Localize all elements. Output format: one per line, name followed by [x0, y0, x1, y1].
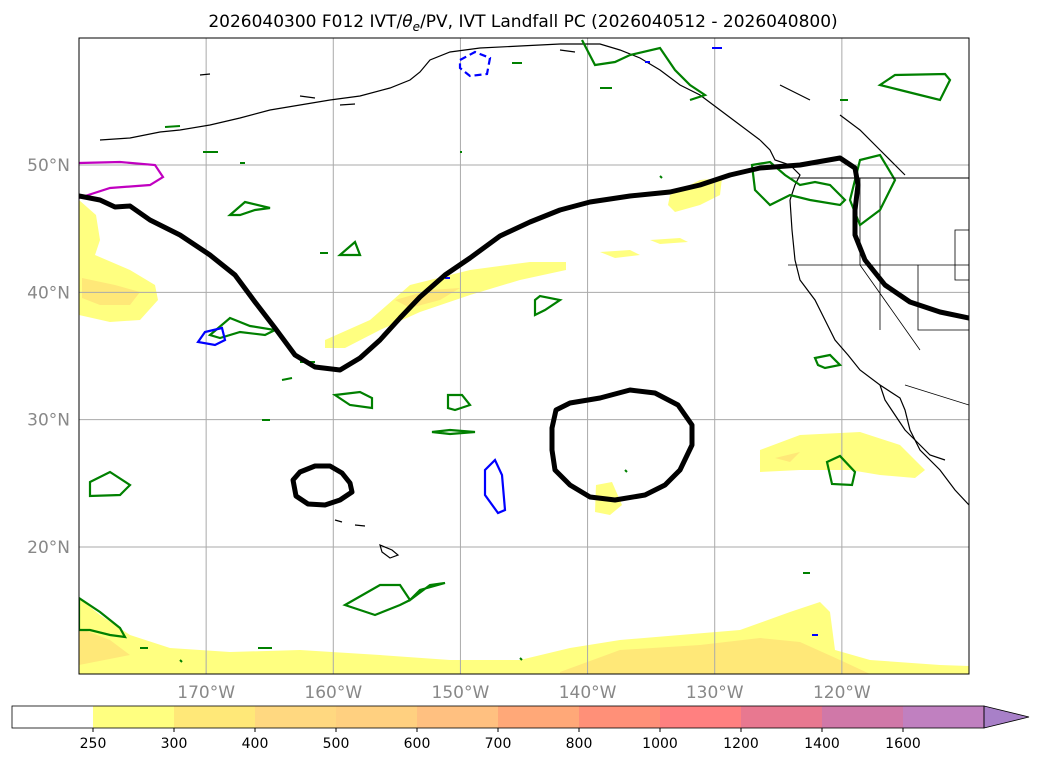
colorbar-tick-label: 300 [161, 736, 188, 752]
pv-contour-ne-1 [581, 39, 708, 102]
colorbar-tick-label: 600 [404, 736, 431, 752]
colorbar-tick-label: 1600 [885, 736, 921, 752]
lat-label: 20°N [27, 538, 70, 558]
landfall-circle-east [549, 387, 695, 503]
magenta-contour-nw [79, 160, 165, 200]
theta-contours [196, 47, 818, 636]
ivt-region-small-2 [650, 238, 688, 244]
colorbar-segment [660, 706, 741, 728]
pv-contour-e2 [813, 353, 843, 370]
lat-label: 50°N [27, 156, 70, 176]
pv-contour-coast [750, 160, 847, 207]
colorbar-tick-label: 1200 [723, 736, 759, 752]
colorbar-segment [93, 706, 174, 728]
colorbar-segment [741, 706, 822, 728]
pv-contours [79, 39, 952, 663]
ivt-shading [79, 178, 969, 674]
theta-contour-central [483, 458, 507, 515]
ivt-region-central [325, 262, 566, 348]
lon-label: 150°W [432, 683, 490, 703]
colorbar-tick-label: 400 [242, 736, 269, 752]
pv-contour-w6 [446, 393, 472, 412]
ivt-region-south-core-1 [79, 628, 130, 665]
canada-coast-inland [779, 84, 906, 176]
lat-label: 30°N [27, 411, 70, 431]
pv-contour-coast-2 [848, 153, 897, 227]
lon-label: 140°W [559, 683, 617, 703]
map-plot-area [79, 38, 969, 674]
alaska-islands-1 [199, 49, 576, 106]
lat-labels: 50°N 40°N 30°N 20°N [27, 156, 70, 558]
ivt-region-west-core [82, 278, 140, 305]
colorbar-extend-arrow [983, 705, 1030, 729]
landfall-circle-west [290, 463, 355, 508]
ivt-region-small-1 [600, 250, 640, 258]
map-gridlines [79, 38, 969, 674]
us-west-coast [789, 199, 969, 506]
lon-label: 170°W [177, 683, 235, 703]
colorbar-segment [579, 706, 660, 728]
colorbar-segment [336, 706, 417, 728]
theta-contour-w [196, 326, 227, 347]
lon-labels: 170°W 160°W 150°W 140°W 130°W 120°W [177, 683, 871, 703]
figure-title: 2026040300 F012 IVT/θe/PV, IVT Landfall … [208, 12, 837, 34]
ivt-region-northeast [668, 178, 722, 212]
colorbar-segment [255, 706, 336, 728]
map-frame [78, 37, 970, 675]
colorbar-segment [417, 706, 498, 728]
coastlines [99, 43, 969, 559]
colorbar-tick-label: 700 [485, 736, 512, 752]
pv-contour-w5 [331, 390, 374, 410]
colorbar-segment [12, 706, 93, 728]
theta-contour-dashed [458, 50, 492, 78]
colorbar-tick-label: 1000 [642, 736, 678, 752]
theta-contour-small [445, 47, 818, 636]
pv-contour-s2 [79, 596, 128, 639]
colorbar-segment [903, 706, 984, 728]
lon-label: 120°W [813, 683, 871, 703]
lat-label: 40°N [27, 283, 70, 303]
hawaii-islands [334, 519, 400, 559]
colorbar-tick-label: 250 [80, 736, 107, 752]
lon-label: 160°W [304, 683, 362, 703]
baja-coast [879, 384, 946, 461]
pv-contour-w1 [227, 200, 271, 217]
pv-contour-e1 [825, 454, 857, 487]
colorbar-tick-label: 800 [566, 736, 593, 752]
lon-label: 130°W [686, 683, 744, 703]
alaska-coast [99, 43, 761, 141]
pv-contour-w7 [431, 428, 476, 436]
colorbar-tick-label: 500 [323, 736, 350, 752]
ivt-region-southeast [760, 432, 925, 478]
colorbar-segment [822, 706, 903, 728]
pv-contour-w8 [88, 470, 132, 498]
ivt-region-southeast-core [775, 452, 800, 462]
pv-contour-s1 [342, 581, 446, 617]
colorbar-segment [174, 706, 255, 728]
colorbar-tick-label: 1400 [804, 736, 840, 752]
colorbar: 250 300 400 500 600 700 800 1000 1200 1400 1600 [11, 705, 1030, 752]
pv-contour-w4 [533, 294, 563, 317]
landfall-main-line [79, 155, 969, 373]
pv-contour-w2 [337, 240, 362, 257]
landfall-contours [79, 155, 969, 508]
colorbar-segment [498, 706, 579, 728]
magenta-contour [79, 160, 165, 200]
pv-contour-ne-2 [877, 72, 952, 102]
